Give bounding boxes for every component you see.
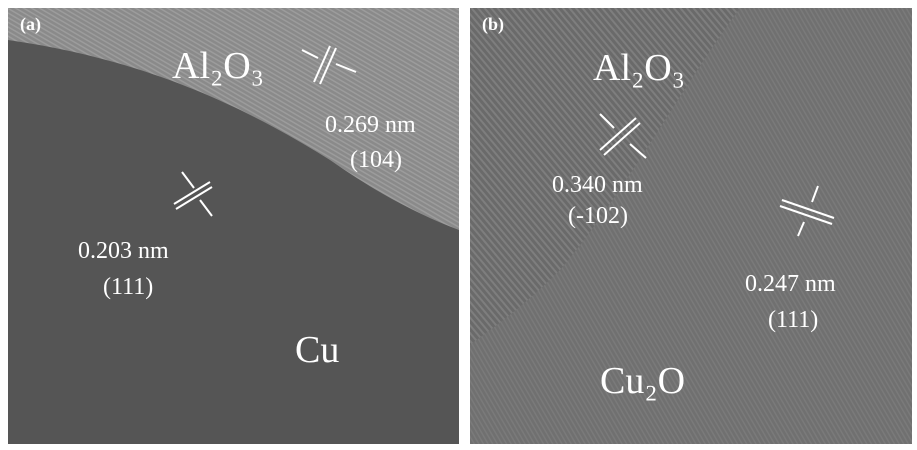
spacing-label: 0.203 nm	[78, 238, 169, 264]
plane-label: (104)	[350, 147, 402, 173]
spacing-label: 0.247 nm	[745, 271, 836, 297]
panel-label: (b)	[482, 14, 504, 35]
figure: (a) Al₂O₃ Cu 0.269 nm (104) 0.203 nm (11…	[0, 0, 917, 450]
panel-a: (a) Al₂O₃ Cu 0.269 nm (104) 0.203 nm (11…	[8, 8, 459, 444]
plane-label: (-102)	[568, 203, 628, 229]
spacing-label: 0.269 nm	[325, 112, 416, 138]
panel-b: (b) Al₂O₃ Cu₂O 0.340 nm (-102) 0.247 nm …	[470, 8, 912, 444]
phase-label: Cu	[295, 329, 339, 371]
phase-label: Al₂O₃	[593, 47, 685, 89]
phase-label: Al₂O₃	[172, 45, 264, 87]
plane-label: (111)	[103, 274, 153, 300]
plane-label: (111)	[768, 307, 818, 333]
phase-label: Cu₂O	[600, 360, 685, 402]
spacing-label: 0.340 nm	[552, 172, 643, 198]
panel-label: (a)	[20, 14, 41, 35]
